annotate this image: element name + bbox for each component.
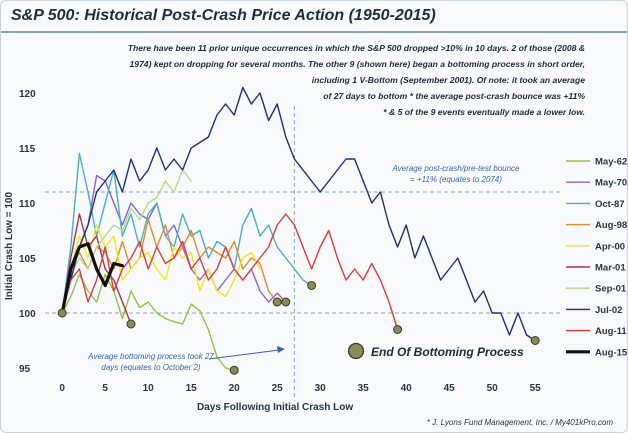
bottom-marker-aug-11	[393, 325, 403, 334]
y-tick-label: 105	[19, 254, 36, 265]
y-tick-label: 120	[19, 89, 36, 100]
series-line-aug-11	[61, 213, 399, 331]
x-tick-label: 10	[143, 383, 155, 394]
marker-key: End Of Bottoming Process	[347, 342, 524, 360]
annotation-block: There have been 11 prior unique occurren…	[128, 43, 586, 117]
bottom-note-arrowhead	[277, 346, 285, 353]
bottom-marker-may-62	[229, 365, 239, 375]
bottom-marker-may-70	[281, 297, 291, 307]
bottom-marker-mar-01	[126, 319, 136, 329]
series-line-sep-01	[61, 169, 192, 314]
reference-lines	[45, 106, 561, 401]
marker-key-label: End Of Bottoming Process	[371, 345, 524, 359]
bottom-marker-oct-87	[307, 281, 317, 290]
series-line-apr-00	[61, 224, 261, 314]
x-tick-label: 40	[401, 383, 413, 394]
bottom-note: Average bottoming process took 27 days (…	[87, 346, 285, 372]
series-lines	[60, 86, 536, 371]
bounce-note: Average post-crash/pre-test bounce = +11…	[391, 164, 520, 184]
x-tick-label: 5	[102, 383, 108, 394]
axes: 95 100 105 110 115 120 0 5 10 15 20 25 30 35 40 45 50 55 D…	[4, 89, 541, 413]
x-tick-label: 30	[315, 383, 327, 394]
y-tick-label: 110	[19, 199, 36, 210]
annotation-line-3: including 1 V-Bottom (September 2001). O…	[312, 75, 586, 85]
annotation-line-1: There have been 11 prior unique occurren…	[128, 43, 585, 53]
y-axis-label: Initial Crash Low = 100	[4, 192, 15, 301]
bounce-note-line-2: = +11% (equates to 2074)	[410, 175, 502, 184]
bottom-note-line-2: days (equates to October 2)	[101, 363, 201, 372]
legend-label-may-62: May-62	[595, 157, 627, 168]
x-tick-label: 55	[530, 383, 542, 394]
y-tick-label: 115	[19, 144, 36, 155]
x-tick-label: 25	[272, 383, 284, 394]
series-line-aug-98	[61, 218, 278, 314]
series-line-aug-15	[60, 242, 124, 315]
annotation-line-2: 1974) kept on dropping for several month…	[129, 59, 585, 69]
legend-label-apr-00: Apr-00	[595, 241, 625, 252]
legend-label-aug-98: Aug-98	[595, 220, 627, 231]
legend: May-62 May-70 Oct-87 Aug-98 Apr-00 Mar-01 Sep-…	[566, 157, 628, 358]
legend-label-oct-87: Oct-87	[595, 199, 625, 210]
legend-label-aug-11: Aug-11	[595, 326, 627, 337]
x-tick-label: 15	[186, 383, 198, 394]
legend-label-mar-01: Mar-01	[595, 263, 626, 274]
series-line-mar-01	[61, 213, 132, 325]
x-tick-label: 50	[487, 383, 499, 394]
title-divider	[1, 31, 627, 33]
bottom-marker-aug-98	[272, 297, 282, 307]
y-tick-label: 100	[19, 309, 36, 320]
marker-key-icon	[347, 342, 365, 360]
chart-title: S&P 500: Historical Post-Crash Price Act…	[11, 7, 436, 24]
annotation-line-5: * & 5 of the 9 events eventually made a …	[383, 107, 585, 117]
legend-label-may-70: May-70	[595, 178, 627, 189]
y-tick-label: 95	[19, 364, 31, 375]
x-tick-label: 20	[229, 383, 241, 394]
bottom-note-arrow	[208, 349, 280, 360]
x-tick-label: 35	[358, 383, 370, 394]
x-axis-label: Days Following Initial Crash Low	[197, 402, 353, 413]
bounce-note-line-1: Average post-crash/pre-test bounce	[391, 164, 520, 173]
bottom-marker-jul-02	[530, 336, 540, 345]
legend-label-aug-15: Aug-15	[595, 347, 628, 358]
annotation-line-4: of 27 days to bottom * the average post-…	[323, 91, 585, 101]
series-line-jul-02	[61, 86, 536, 342]
legend-label-sep-01: Sep-01	[595, 284, 627, 295]
series-line-oct-87	[61, 152, 313, 314]
legend-label-jul-02: Jul-02	[595, 305, 622, 316]
origin-marker	[57, 308, 67, 318]
x-tick-label: 45	[444, 383, 456, 394]
credit-text: * J. Lyons Fund Management, Inc. / My401…	[427, 418, 614, 427]
bottom-markers	[57, 281, 540, 375]
bottom-note-line-1: Average bottoming process took 27	[87, 352, 214, 361]
x-tick-label: 0	[59, 383, 65, 394]
